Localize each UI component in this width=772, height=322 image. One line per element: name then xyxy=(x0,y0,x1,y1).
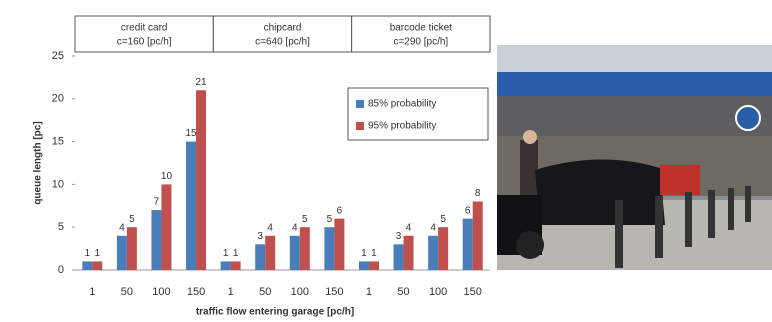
x-tick-label: 50 xyxy=(259,286,271,298)
x-tick-label: 150 xyxy=(187,286,205,298)
data-label: 5 xyxy=(440,214,446,225)
bar xyxy=(186,141,197,270)
bar xyxy=(255,244,266,270)
data-label: 1 xyxy=(95,248,101,259)
data-label: 8 xyxy=(475,188,481,199)
bar xyxy=(324,227,335,270)
x-tick-label: 150 xyxy=(325,286,343,298)
bar xyxy=(368,261,379,270)
group-name: chipcard xyxy=(264,23,302,34)
x-tick-label: 50 xyxy=(121,286,133,298)
bar xyxy=(230,261,241,270)
y-tick-label: 10 xyxy=(52,178,64,190)
data-label: 3 xyxy=(396,231,402,242)
bar xyxy=(92,261,103,270)
data-label: 4 xyxy=(406,222,412,233)
group-capacity: c=640 [pc/h] xyxy=(255,37,310,48)
bar xyxy=(116,235,127,270)
group-header xyxy=(74,15,214,53)
data-label: 4 xyxy=(292,222,298,233)
y-tick-label: 5 xyxy=(58,221,64,233)
group-name: barcode ticket xyxy=(390,23,452,34)
data-label: 21 xyxy=(195,77,207,88)
bar xyxy=(403,235,414,270)
bar xyxy=(393,244,404,270)
legend-swatch xyxy=(356,122,364,130)
data-label: 10 xyxy=(161,171,173,182)
x-tick-label: 100 xyxy=(152,286,170,298)
data-label: 5 xyxy=(129,214,135,225)
bar xyxy=(428,235,439,270)
x-tick-label: 100 xyxy=(291,286,309,298)
legend-label: 85% probability xyxy=(368,99,436,110)
x-axis-label: traffic flow entering garage [pc/h] xyxy=(196,307,354,318)
bar xyxy=(438,227,449,270)
group-capacity: c=290 [pc/h] xyxy=(393,37,448,48)
legend-label: 95% probability xyxy=(368,121,436,132)
data-label: 1 xyxy=(233,248,239,259)
y-axis-label: queue length [pc] xyxy=(33,121,44,204)
bar xyxy=(220,261,231,270)
data-label: 15 xyxy=(185,128,197,139)
data-label: 4 xyxy=(119,222,125,233)
y-tick-label: 15 xyxy=(52,136,64,148)
y-tick-label: 25 xyxy=(52,50,64,62)
bar xyxy=(151,210,162,270)
data-label: 3 xyxy=(257,231,263,242)
data-label: 6 xyxy=(337,205,343,216)
data-label: 5 xyxy=(327,214,333,225)
bar xyxy=(472,201,483,270)
bar xyxy=(462,218,473,270)
photo xyxy=(497,45,772,270)
x-tick-label: 1 xyxy=(228,286,234,298)
x-tick-label: 1 xyxy=(366,286,372,298)
x-tick-label: 100 xyxy=(429,286,447,298)
data-label: 1 xyxy=(85,248,91,259)
legend-swatch xyxy=(356,100,364,108)
legend xyxy=(347,87,489,141)
y-tick-label: 20 xyxy=(52,93,64,105)
data-label: 4 xyxy=(430,222,436,233)
data-label: 1 xyxy=(371,248,377,259)
data-label: 1 xyxy=(223,248,229,259)
bar xyxy=(299,227,310,270)
group-capacity: c=160 [pc/h] xyxy=(117,37,172,48)
group-name: credit card xyxy=(121,23,168,34)
bar xyxy=(334,218,345,270)
data-label: 7 xyxy=(154,197,160,208)
y-tick-label: 0 xyxy=(58,264,64,276)
data-label: 6 xyxy=(465,205,471,216)
data-label: 5 xyxy=(302,214,308,225)
bar xyxy=(82,261,93,270)
bar xyxy=(126,227,137,270)
x-tick-label: 1 xyxy=(89,286,95,298)
data-label: 4 xyxy=(267,222,273,233)
bar xyxy=(358,261,369,270)
bar xyxy=(161,184,172,270)
bar xyxy=(265,235,276,270)
x-tick-label: 150 xyxy=(464,286,482,298)
data-label: 1 xyxy=(361,248,367,259)
x-tick-label: 50 xyxy=(397,286,409,298)
bar xyxy=(196,90,207,271)
bar xyxy=(289,235,300,270)
group-header xyxy=(351,15,491,53)
